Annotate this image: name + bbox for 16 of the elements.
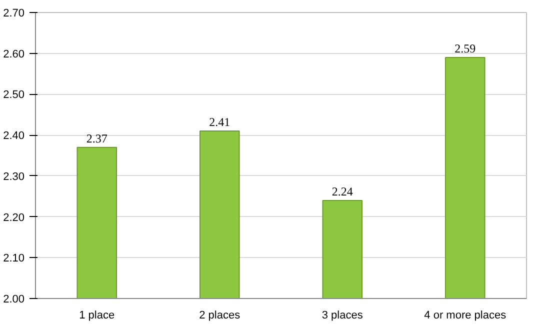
- y-tick-label: 2.30: [3, 170, 25, 183]
- y-tick-label: 2.50: [3, 89, 25, 102]
- x-tick-label: 1 place: [79, 310, 115, 322]
- data-label: 2.24: [332, 184, 353, 198]
- data-label: 2.41: [209, 114, 230, 129]
- x-tick-label: 4 or more places: [424, 310, 507, 322]
- y-tick-label: 2.40: [3, 130, 25, 142]
- y-tick-label: 2.10: [3, 252, 25, 265]
- y-tick-label: 2.60: [3, 48, 25, 60]
- x-tick-label: 2 places: [199, 310, 241, 322]
- y-tick-label: 2.70: [3, 8, 25, 20]
- data-label: 2.59: [454, 41, 476, 56]
- x-tick-label: 3 places: [322, 310, 364, 322]
- data-label: 2.37: [86, 131, 108, 146]
- y-tick-label: 2.00: [3, 294, 25, 306]
- y-tick-label: 2.20: [3, 212, 25, 224]
